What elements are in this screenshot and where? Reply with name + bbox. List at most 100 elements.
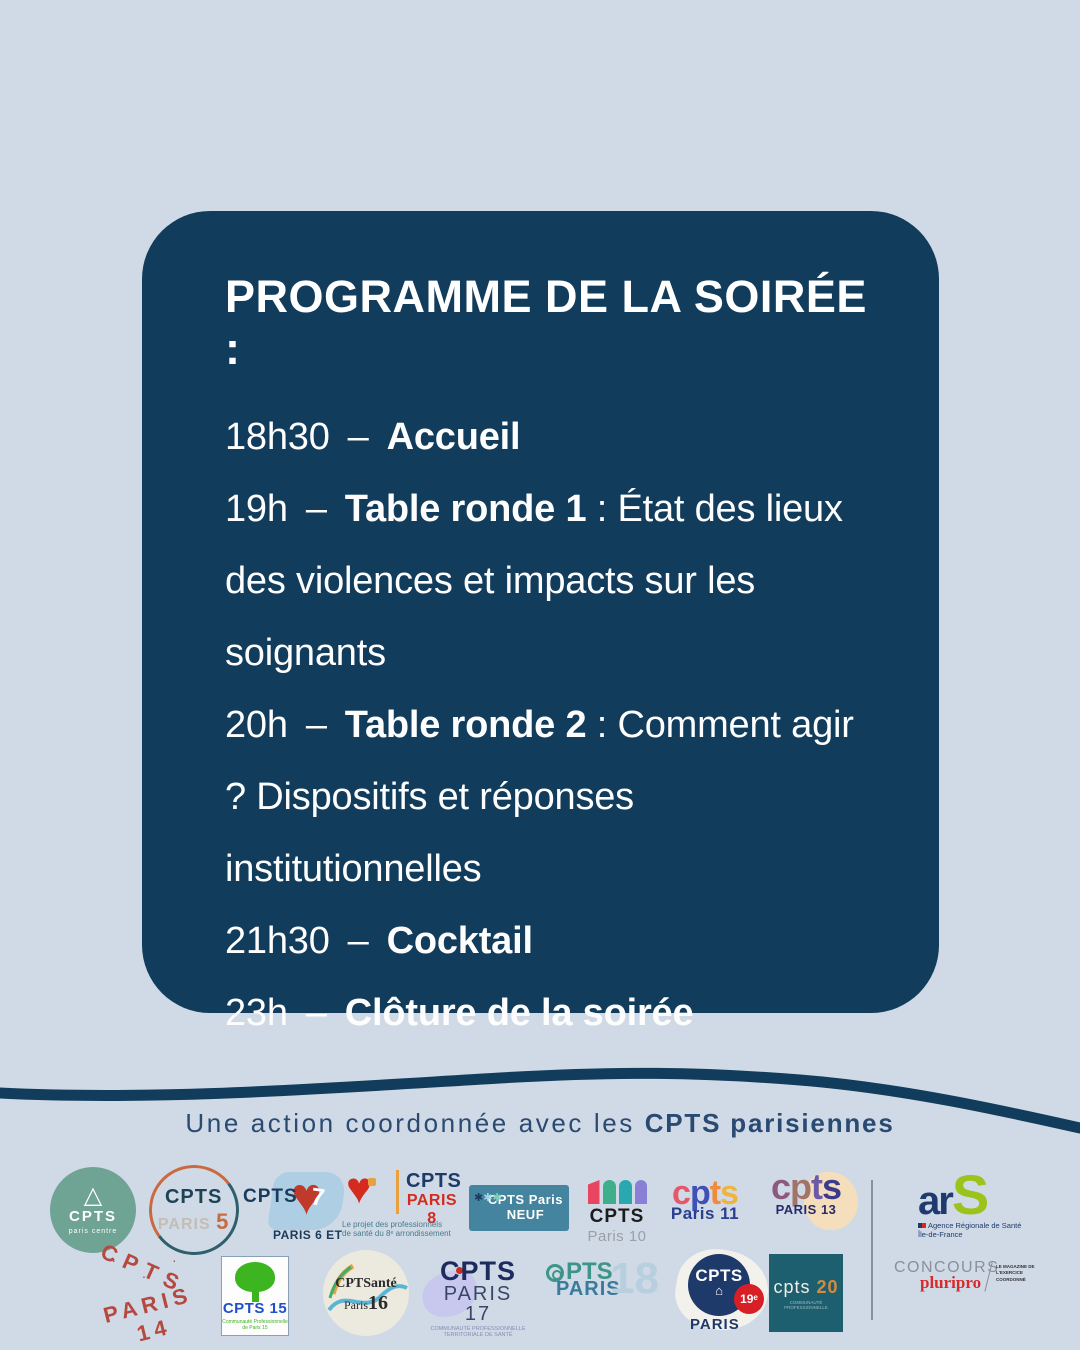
programme-item-cocktail: 21h30– Cocktail (225, 905, 869, 977)
logo-caption: Le projet des professionnels de santé du … (342, 1220, 451, 1239)
logo-text: CPTSanté (335, 1276, 397, 1291)
logo-cpts-paris-15: CPTS 15 Communauté Professionnelle de Pa… (221, 1256, 289, 1336)
item-title: Table ronde 1 (344, 488, 587, 530)
logo-subtext: pluripro (920, 1273, 982, 1292)
arch-icon (584, 1176, 650, 1204)
divider-bar (396, 1170, 399, 1214)
programme-title: PROGRAMME DE LA SOIRÉE : (225, 271, 867, 374)
logo-subtext: paris centre (68, 1227, 118, 1235)
district-number: 18 (610, 1254, 659, 1303)
wave-divider (0, 1067, 1080, 1134)
logo-subtext: PARIS 17 (443, 1283, 513, 1325)
building-icon: ⌂ (715, 1283, 723, 1298)
logo-subtext: PARIS 5 (158, 1208, 230, 1234)
tree-icon (235, 1262, 275, 1292)
logo-cpts-paris-14: · · · CPTS PARIS 14 (92, 1239, 212, 1347)
logo-text: ar (918, 1179, 954, 1223)
red-dot (456, 1267, 463, 1274)
logo-background-shape (804, 1172, 858, 1230)
logo-subtext: PARIS (556, 1278, 621, 1300)
district-number: 16 (368, 1292, 388, 1314)
logo-cpts-paris-6-7: ♥ 7 CPTS PARIS 6 ET (243, 1168, 348, 1244)
logo-cpts-paris-19: CPTS ⌂ 19ᵉ PARIS (669, 1242, 775, 1338)
programme-item-table-ronde-2: 20h – Table ronde 2 : Comment agir ? Dispo… (225, 689, 869, 905)
item-rest: : État des lieux des violences et impact… (225, 488, 843, 674)
logo-cpts-paris-5: CPTS PARIS 5 (143, 1159, 245, 1261)
item-time: 21h30 (225, 920, 330, 962)
district-number: 5 (216, 1208, 230, 1234)
programme-item-accueil: 18h30– Accueil (225, 401, 869, 473)
logo-cpts-paris-8: ♥ CPTS PARIS 8 Le projet des professionn… (342, 1164, 462, 1248)
programme-item-cloture: 23h – Clôture de la soirée (225, 977, 869, 1049)
tagline-bold: CPTS parisiennes (644, 1108, 895, 1138)
logo-caption: COMMUNAUTÉ PROFESSIONNELLE (784, 1299, 828, 1310)
item-time: 18h30 (225, 416, 330, 458)
logo-subtext: PARIS 6 ET (273, 1228, 343, 1242)
logo-text-s: S (951, 1163, 990, 1226)
logo-text: CPTS (406, 1170, 462, 1192)
item-time: 19h (225, 488, 288, 530)
logo-cpts-paris-neuf: ✱✱✱ CPTS Paris NEUF (469, 1185, 569, 1231)
badge-circle: CPTS ⌂ (688, 1254, 750, 1316)
item-title: Cocktail (386, 920, 533, 962)
item-title: Table ronde 2 (344, 704, 587, 746)
logo-text: CONCOURS (894, 1259, 1000, 1276)
item-title: Accueil (386, 416, 521, 458)
logo-subtext: Paris16 (344, 1292, 388, 1314)
logo-cpts-paris-17: CPTS PARIS 17 COMMUNAUTÉ PROFESSIONNELLE… (417, 1256, 526, 1338)
logo-cpts-paris-10: CPTS Paris 10 (584, 1176, 650, 1246)
logo-text: cpts (672, 1174, 739, 1212)
logo-text: cpts 20 (773, 1276, 839, 1297)
programme-card: PROGRAMME DE LA SOIRÉE : 18h30– Accueil 1… (142, 211, 939, 1034)
map-river-icon (327, 1263, 408, 1312)
tree-trunk (251, 1288, 259, 1302)
logo-text: CPTS (589, 1206, 645, 1227)
item-title: Clôture de la soirée (344, 992, 694, 1034)
district-number: 20 (816, 1276, 839, 1297)
logo-caption: LE MAGAZINE DE L'EXERCICE COORDONNÉ (996, 1264, 1035, 1282)
vertical-divider (871, 1180, 873, 1320)
orange-dot (368, 1178, 376, 1186)
puzzle-icon: ✱✱✱ (474, 1192, 502, 1204)
logo-text: cpts (770, 1166, 842, 1207)
logo-subtext: Paris 11 (670, 1204, 740, 1223)
decorative-dots: · · · (111, 1252, 203, 1284)
logo-caption: COMMUNAUTÉ PROFESSIONNELLE TERRITORIALE … (430, 1326, 526, 1338)
logo-text: PTS (566, 1258, 613, 1285)
logo-text-group: CPTS PARIS 5 (158, 1185, 229, 1234)
flag-icon (918, 1223, 922, 1228)
logo-subtext: PARIS 8 (406, 1192, 458, 1227)
c-ring-icon (546, 1264, 564, 1282)
item-time: 23h (225, 992, 288, 1034)
logo-cpts-paris-20: cpts 20 COMMUNAUTÉ PROFESSIONNELLE (769, 1254, 843, 1332)
logo-text: CPTS 15 (222, 1300, 288, 1317)
logo-text: CPTS (68, 1207, 117, 1225)
heart-icon: ♥ (346, 1164, 373, 1213)
logo-text: CPTS (165, 1185, 223, 1208)
heart-icon: ♥ (291, 1168, 322, 1226)
logo-cpts-paris-centre: △ CPTS paris centre (50, 1167, 136, 1253)
logo-subtext: PARIS (690, 1316, 740, 1333)
logo-text: CPTS Paris NEUF (487, 1192, 563, 1222)
item-dash: – (347, 416, 369, 458)
item-dash: – (305, 992, 327, 1034)
logo-ars: arS Agence Régionale de Santé Île-de-Fra… (918, 1167, 1068, 1242)
logo-subtext: PARIS 13 (775, 1202, 837, 1217)
logo-subtext: PARIS 14 (100, 1281, 195, 1347)
pyramid-icon: △ (83, 1181, 103, 1209)
tagline-regular: Une action coordonnée avec les (185, 1108, 645, 1138)
tagline: Une action coordonnée avec les CPTS pari… (0, 1108, 1080, 1139)
item-dash: – (347, 920, 369, 962)
logo-caption: Communauté Professionnelle de Paris 15 (222, 1319, 288, 1331)
logo-caption: Agence Régionale de Santé Île-de-France (918, 1221, 1022, 1239)
logo-text: CPTS (695, 1266, 743, 1285)
logo-text: CPTS (439, 1256, 516, 1286)
programme-item-table-ronde-1: 19h – Table ronde 1 : État des lieux des v… (225, 473, 869, 689)
item-time: 20h (225, 704, 288, 746)
logo-cpts-paris-13: cpts PARIS 13 (754, 1166, 858, 1242)
logo-cpts-paris-11: cpts Paris 11 (659, 1174, 751, 1240)
item-rest: : Comment agir ? Dispositifs et réponses… (225, 704, 854, 890)
logo-concours-pluripro: CONCOURS pluripro LE MAGAZINE DE L'EXERC… (894, 1259, 1035, 1306)
logo-text: CPTS (243, 1186, 298, 1207)
